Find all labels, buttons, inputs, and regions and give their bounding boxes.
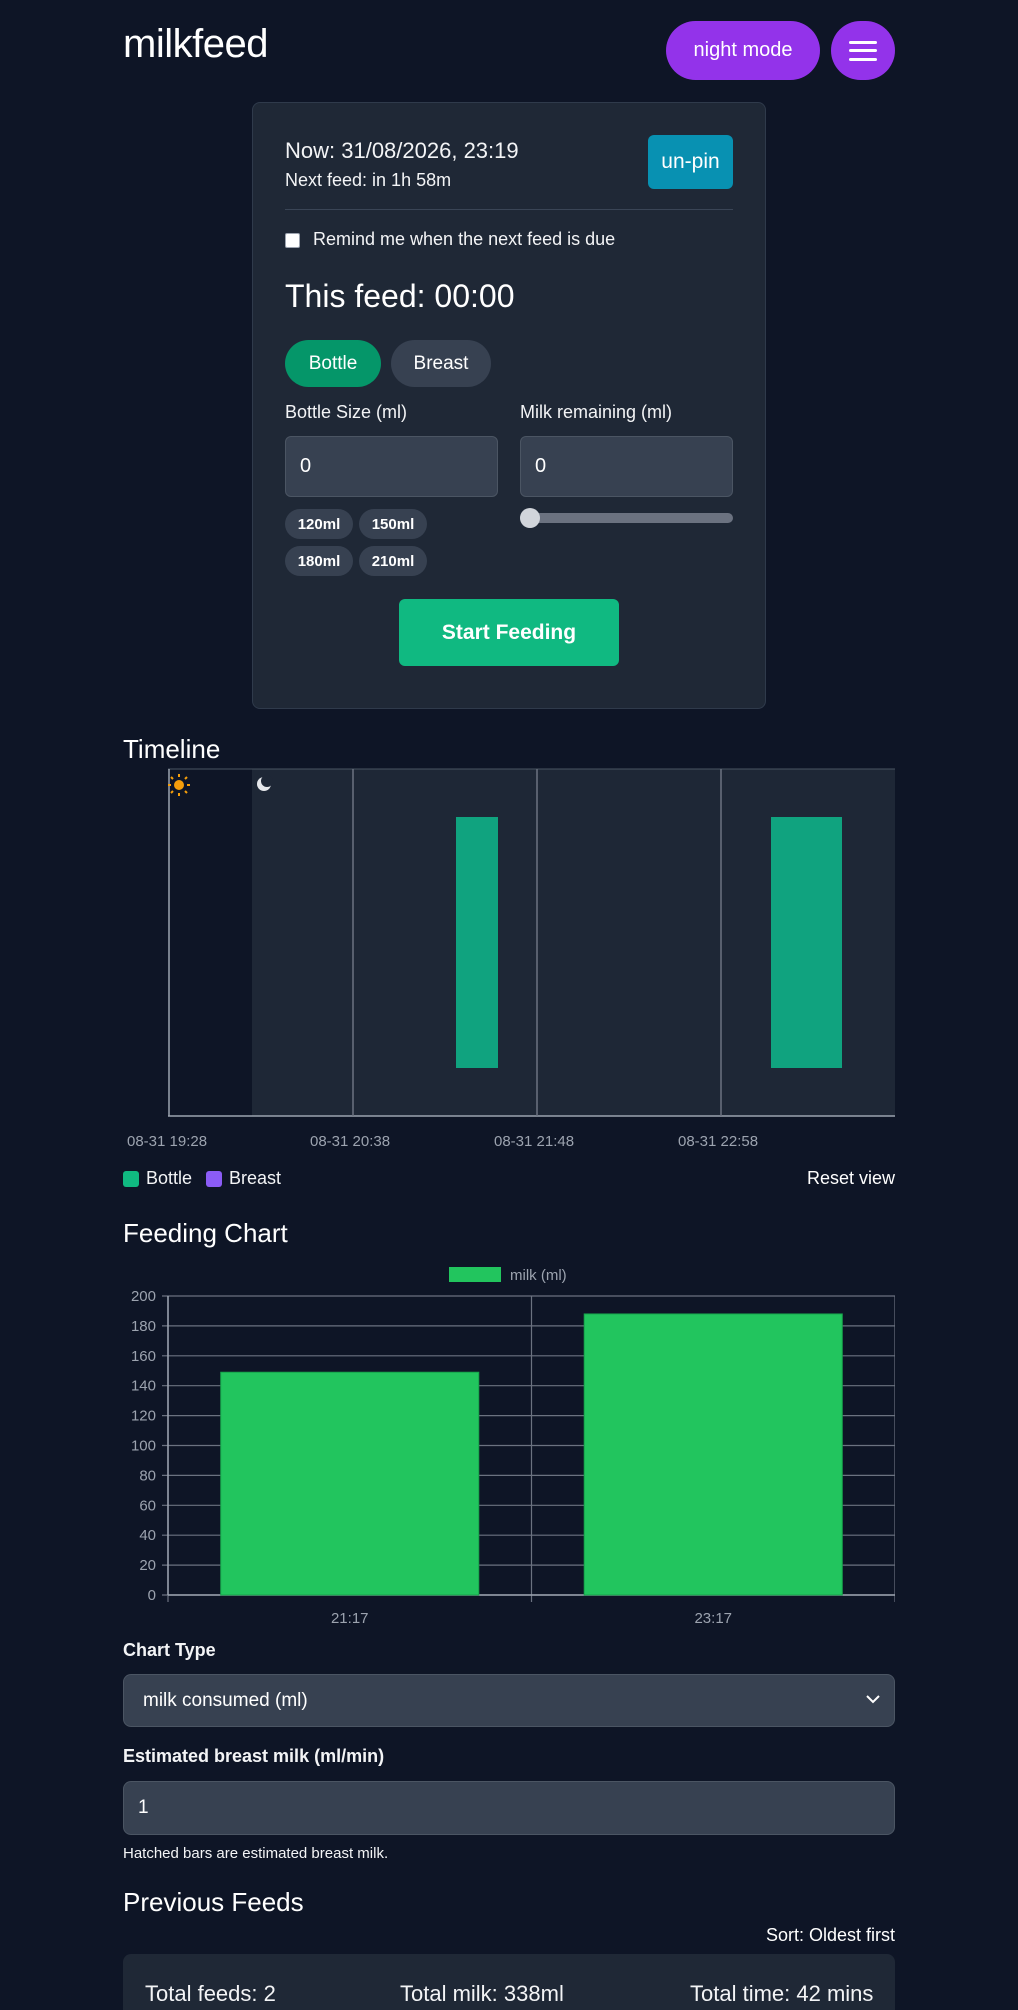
hamburger-icon: [849, 40, 877, 61]
hatch-note: Hatched bars are estimated breast milk.: [123, 1845, 389, 1862]
legend-bottle-swatch: [123, 1170, 139, 1187]
chart-ytick-4: 80: [139, 1467, 156, 1484]
legend-bottle: Bottle: [123, 1168, 192, 1189]
legend-breast-label: Breast: [229, 1168, 282, 1188]
chart-ytick-0: 0: [148, 1587, 156, 1604]
milk-remaining-label: Milk remaining (ml): [520, 402, 673, 422]
milk-remaining-slider[interactable]: [520, 513, 733, 523]
slider-thumb[interactable]: [520, 508, 540, 528]
card-divider: [285, 209, 733, 210]
current-time: Now: 31/08/2026, 23:19: [285, 138, 519, 163]
reset-view-link[interactable]: Reset view: [806, 1168, 895, 1188]
timeline-tick-4: 08-31 22:58: [678, 1133, 758, 1150]
chart-ytick-2: 40: [139, 1527, 156, 1544]
chart-type-select[interactable]: milk consumed (ml): [123, 1674, 895, 1727]
chart-ytick-6: 120: [131, 1408, 156, 1425]
legend-bottle-label: Bottle: [146, 1168, 193, 1188]
legend-breast: Breast: [206, 1168, 281, 1189]
feeding-chart-title: Feeding Chart: [123, 1218, 288, 1248]
total-time: Total time: 42 mins: [690, 1981, 874, 2006]
previous-feeds-title: Previous Feeds: [123, 1887, 304, 1917]
chart-ytick-3: 60: [139, 1497, 156, 1514]
feeding-bar-chart: milk (ml) 0 20 40 60 80 100 120 140 160 180 200 21:1…: [131, 1267, 895, 1627]
chart-ytick-1: 20: [139, 1557, 156, 1574]
chart-bar-0: [220, 1371, 480, 1596]
timeline-legend: Bottle Breast: [123, 1168, 295, 1189]
sun-icon: [168, 774, 190, 796]
chart-legend-swatch: [449, 1267, 501, 1282]
chart-ytick-5: 100: [131, 1438, 156, 1455]
chart-xtick-1: 23:17: [694, 1610, 732, 1627]
timeline-tick-3: 08-31 21:48: [494, 1133, 574, 1150]
preset-210-chip[interactable]: 210ml: [359, 546, 427, 576]
chart-type-label: Chart Type: [123, 1640, 216, 1660]
app-brand: milkfeed: [123, 22, 268, 66]
estimated-breast-milk-label: Estimated breast milk (ml/min): [123, 1746, 385, 1766]
preset-150-chip[interactable]: 150ml: [359, 509, 427, 539]
moon-icon: [257, 775, 273, 791]
timeline-feed-bar-1: [456, 817, 498, 1068]
timeline-tick-1: 08-31 19:28: [127, 1133, 207, 1150]
sort-toggle[interactable]: Sort: Oldest first: [765, 1925, 895, 1945]
this-feed-timer: This feed: 00:00: [285, 278, 515, 314]
night-mode-button[interactable]: night mode: [666, 21, 820, 80]
timeline-tick-2: 08-31 20:38: [310, 1133, 390, 1150]
next-feed-time: Next feed: in 1h 58m: [285, 170, 452, 190]
chart-ytick-10: 200: [131, 1288, 156, 1305]
timeline-title: Timeline: [123, 734, 221, 764]
chart-xtick-0: 21:17: [331, 1610, 369, 1627]
preset-120-chip[interactable]: 120ml: [285, 509, 353, 539]
legend-breast-swatch: [206, 1170, 223, 1187]
chart-bar-1: [583, 1313, 843, 1596]
milk-remaining-input[interactable]: 0: [520, 436, 733, 497]
start-feeding-button[interactable]: Start Feeding: [399, 599, 619, 666]
timeline-feed-bar-2: [771, 817, 842, 1068]
preset-180-chip[interactable]: 180ml: [285, 546, 353, 576]
chart-ytick-9: 180: [131, 1318, 156, 1335]
chart-ytick-7: 140: [131, 1378, 156, 1395]
chart-ytick-8: 160: [131, 1348, 156, 1365]
chart-legend-label: milk (ml): [510, 1267, 567, 1284]
bottle-size-input[interactable]: 0: [285, 436, 498, 497]
estimated-breast-milk-input[interactable]: 1: [123, 1781, 895, 1835]
total-feeds: Total feeds: 2: [145, 1981, 276, 2006]
unpin-button[interactable]: un-pin: [648, 135, 733, 189]
bottle-size-label: Bottle Size (ml): [285, 402, 408, 422]
menu-button[interactable]: [831, 21, 895, 80]
remind-label[interactable]: Remind me when the next feed is due: [313, 229, 616, 249]
chevron-down-icon: [866, 1695, 880, 1704]
totals-card: [123, 1954, 895, 2010]
timeline-day-band: [168, 769, 252, 1116]
remind-checkbox[interactable]: [285, 233, 300, 248]
total-milk: Total milk: 338ml: [400, 1981, 564, 2006]
type-bottle-button[interactable]: Bottle: [285, 340, 381, 387]
timeline-chart[interactable]: 08-31 19:28 08-31 20:38 08-31 21:48 08-3…: [123, 767, 895, 1159]
type-breast-button[interactable]: Breast: [391, 340, 491, 387]
